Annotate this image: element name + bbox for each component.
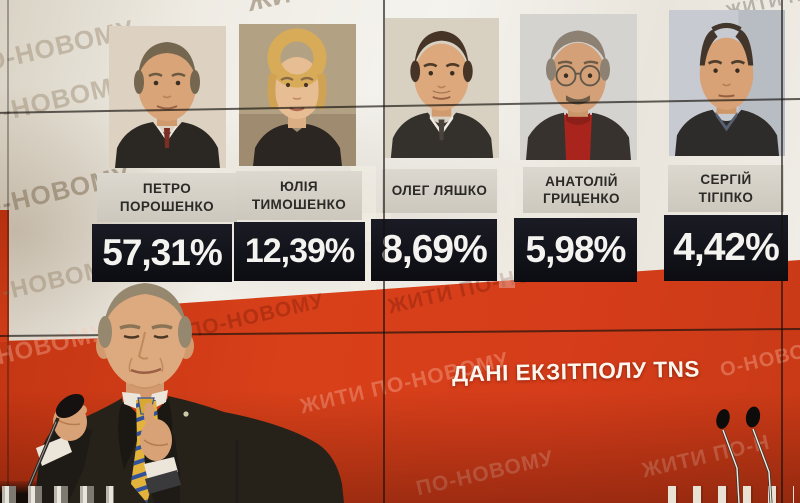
candidate-photo [239, 24, 356, 166]
table-microphones [716, 406, 773, 503]
candidate-percent: 8,69% [371, 219, 497, 281]
candidate-name: ПЕТРО ПОРОШЕНКО [97, 173, 237, 222]
candidate-percent: 12,39% [234, 222, 365, 281]
name-line: ОЛЕГ ЛЯШКО [391, 183, 488, 199]
videowall-seam-vertical [383, 0, 385, 503]
podium-metal-posts [2, 486, 114, 503]
podium-microphone-icon [55, 393, 85, 419]
red-left-strip [0, 210, 9, 342]
portrait-tymoshenko [239, 24, 356, 166]
candidate-name: ЮЛІЯ ТИМОШЕНКО [236, 171, 362, 220]
name-line: СЕРГІЙ [700, 172, 752, 188]
candidate-name: СЕРГІЙ ТІГІПКО [668, 165, 784, 212]
videowall-seam-vertical [781, 0, 783, 503]
portrait-lyashko [385, 18, 499, 158]
candidate-photo [109, 26, 226, 168]
microphone-icon [745, 406, 761, 428]
candidate-name: ОЛЕГ ЛЯШКО [382, 169, 497, 213]
candidate-percent: 5,98% [514, 218, 637, 282]
table-mic-holders [668, 486, 794, 503]
speaker-figure [28, 283, 344, 503]
name-line: ГРИЦЕНКО [543, 191, 620, 206]
name-line: ПЕТРО [142, 181, 192, 197]
microphone-icon [716, 409, 730, 429]
candidate-name: АНАТОЛІЙ ГРИЦЕНКО [523, 167, 640, 213]
candidate-photo [385, 18, 499, 158]
candidate-percent: 4,42% [664, 215, 788, 281]
candidate-photo [669, 10, 785, 156]
name-line: ТИМОШЕНКО [251, 196, 347, 212]
portrait-hrytsenko [520, 14, 637, 160]
videowall-seam-vertical [7, 0, 9, 503]
watermark-fragment [499, 168, 515, 288]
portrait-poroshenko [109, 26, 226, 168]
name-line: ТІГІПКО [698, 189, 754, 205]
name-line: ПОРОШЕНКО [119, 198, 215, 214]
candidate-photo [520, 14, 637, 160]
candidate-percent: 57,31% [92, 224, 232, 282]
lapel-pin [183, 411, 189, 417]
portrait-tihipko [669, 10, 785, 156]
exit-poll-source-label: ДАНІ ЕКЗІТПОЛУ TNS [451, 356, 701, 387]
name-line: АНАТОЛІЙ [545, 173, 618, 189]
name-line: ЮЛІЯ [280, 179, 318, 195]
